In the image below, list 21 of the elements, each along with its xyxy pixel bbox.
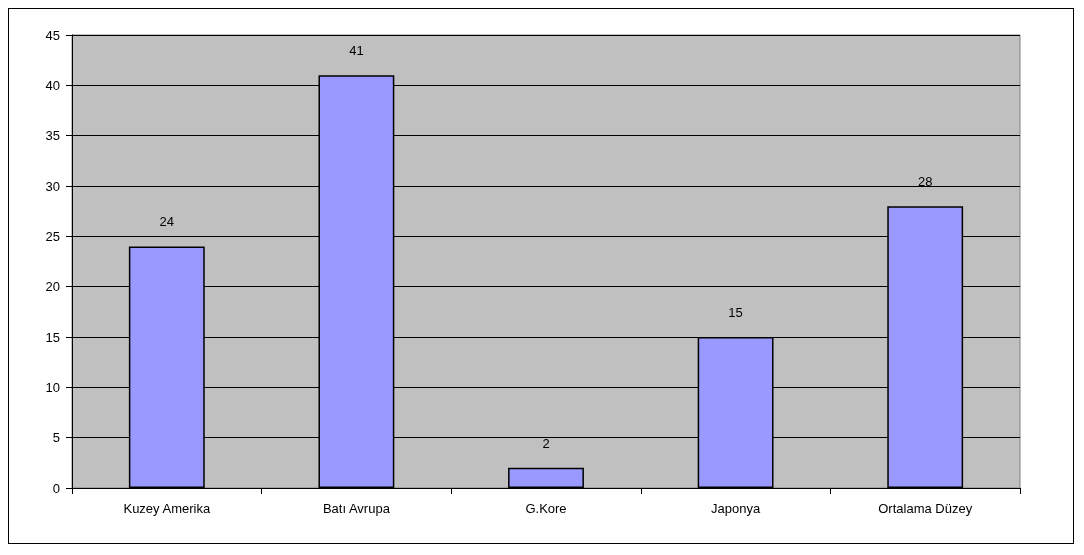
- data-label: 41: [349, 43, 364, 59]
- data-label: 15: [728, 305, 743, 320]
- y-tick-label: 35: [45, 128, 60, 144]
- x-tick-label: Kuzey Amerika: [123, 501, 211, 516]
- data-label: 24: [159, 214, 175, 230]
- x-tick-label: Japonya: [711, 501, 761, 516]
- y-tick-label: 0: [52, 480, 60, 496]
- y-tick-label: 25: [45, 228, 60, 244]
- y-tick-label: 30: [45, 178, 60, 194]
- y-tick-label: 20: [45, 279, 60, 295]
- y-tick-label: 45: [45, 27, 60, 43]
- y-tick-label: 10: [45, 379, 60, 395]
- data-label: 2: [542, 435, 550, 451]
- data-label: 28: [917, 174, 933, 190]
- x-tick-label: G.Kore: [525, 501, 567, 516]
- bar: [508, 467, 584, 488]
- y-tick-label: 5: [52, 430, 60, 446]
- y-tick-label: 15: [45, 329, 60, 345]
- x-tick-label: Ortalama Düzey: [878, 501, 973, 516]
- x-tick-label: Batı Avrupa: [322, 501, 391, 516]
- y-tick-label: 40: [45, 77, 60, 93]
